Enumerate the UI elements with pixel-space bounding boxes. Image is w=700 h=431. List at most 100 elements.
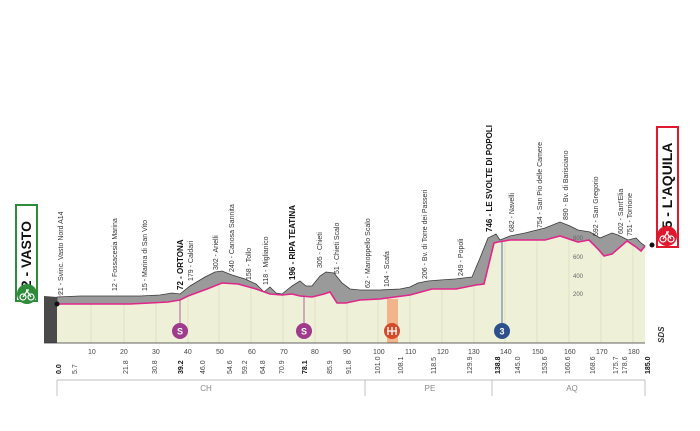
waypoint-label: 302 - Arielli	[213, 235, 220, 270]
route-markers: S S 3	[172, 242, 510, 339]
profile-road-line	[57, 235, 646, 305]
waypoint-label: 196 - RIPA TEATINA	[288, 205, 297, 280]
finish-label: 705 - L'AQUILA	[659, 143, 675, 244]
km-distance-row: 0.0 5.7 21.8 30.8 39.2 46.0 54.6 59.2 64…	[56, 356, 652, 374]
waypoint-label: 682 - Navelli	[509, 193, 516, 232]
profile-panel	[44, 221, 646, 343]
km-label: 5.7	[72, 364, 79, 374]
waypoint-label: 240 - Canosa Sannita	[229, 204, 236, 272]
km-ten: 110	[405, 349, 416, 356]
km-label: 175.7	[613, 356, 620, 374]
waypoint-label: 15 - Marina di San Vito	[142, 220, 149, 291]
km-label: 0.0	[56, 364, 63, 374]
waypoint-label: 118 - Miglianico	[263, 236, 270, 285]
km-label: 21.8	[123, 360, 130, 374]
km-label: 118.5	[431, 357, 438, 374]
km-label: 129.9	[467, 356, 474, 374]
altitude-axis: 800 600 400 200	[573, 236, 584, 298]
km-ten: 50	[216, 349, 224, 356]
km-label: 145.0	[515, 356, 522, 374]
start-badge: 32 - VASTO	[15, 204, 38, 304]
km-ten: 20	[120, 349, 128, 356]
km-ten: 130	[468, 349, 480, 356]
km-label: 78.1	[302, 360, 309, 374]
km-label: 46.0	[200, 360, 207, 374]
altitude-tick: 200	[573, 292, 584, 298]
km-label: 91.8	[346, 360, 353, 374]
km-ten: 140	[500, 349, 512, 356]
waypoint-label: 751 - Torrione	[627, 193, 634, 236]
waypoint-label: 158 - Tollo	[246, 248, 253, 280]
start-cyclist-icon	[17, 284, 37, 304]
altitude-tick: 800	[573, 236, 584, 242]
waypoint-label: 890 - Bv. di Barisciano	[563, 150, 570, 220]
start-block	[44, 296, 57, 343]
km-ten: 10	[88, 349, 96, 356]
km-ten: 120	[437, 349, 449, 356]
altitude-tick: 400	[573, 274, 584, 280]
waypoint-label: 602 - Sant'Elia	[618, 189, 625, 234]
sprint-marker-icon	[172, 323, 188, 339]
waypoint-label: 746 - LE SVOLTE DI POPOLI	[485, 125, 494, 232]
start-label: 32 - VASTO	[18, 221, 34, 296]
km-ten: 180	[628, 349, 640, 356]
km-ten: 80	[311, 349, 319, 356]
km-label: 30.8	[152, 360, 159, 374]
profile-light-fill	[57, 236, 645, 343]
km-label: 160.6	[565, 356, 572, 374]
km-ten: 160	[564, 349, 576, 356]
region-label: PE	[425, 384, 436, 393]
waypoint-label: 104 - Scafa	[384, 251, 391, 287]
km-ten: 70	[280, 349, 288, 356]
km-ten: 60	[248, 349, 256, 356]
km-tens-row: 10 20 30 40 50 60 70 80 90 100 110 120 1…	[88, 349, 640, 356]
km-ten: 30	[152, 349, 160, 356]
sprint-marker-label: S	[301, 327, 307, 337]
region-label: AQ	[566, 384, 578, 393]
sprint-marker-label: S	[177, 327, 183, 337]
km-label: 178.6	[622, 356, 629, 374]
climb-category-label: 3	[499, 327, 504, 337]
altitude-tick: 600	[573, 255, 584, 261]
km-ten: 90	[343, 349, 351, 356]
waypoint-label: 754 - San Pio delle Camere	[537, 142, 544, 228]
sprint-marker-icon	[296, 323, 312, 339]
waypoint-label: 72 - ORTONA	[176, 239, 185, 290]
km-label: 108.1	[398, 356, 405, 374]
finish-cyclist-icon	[657, 226, 677, 246]
km-label: 168.6	[590, 356, 597, 374]
region-row	[56, 379, 646, 396]
waypoint-label: 249 - Popoli	[458, 238, 465, 276]
km-label: 64.8	[260, 360, 267, 374]
region-label: CH	[200, 384, 212, 393]
climb-marker-icon	[494, 323, 510, 339]
start-dot	[54, 301, 60, 307]
km-label: 59.2	[242, 360, 249, 374]
km-label: 185.0	[645, 356, 652, 374]
km-ten: 150	[532, 349, 544, 356]
profile-grid	[90, 238, 634, 343]
km-label: 54.6	[227, 360, 234, 374]
waypoint-label: 12 - Fossacesia Marina	[112, 218, 119, 291]
finish-badge: 705 - L'AQUILA	[649, 126, 679, 248]
waypoint-label: 305 - Chieti	[317, 232, 324, 268]
waypoint-label: 51 - Chieti Scalo	[334, 223, 341, 274]
sponsor-logo: SDS	[657, 326, 666, 343]
km-ten: 100	[373, 349, 385, 356]
km-label: 138.8	[495, 356, 502, 374]
waypoint-label: 206 - Bv. di Torre dei Passeri	[422, 189, 429, 279]
km-label: 101.0	[375, 356, 382, 374]
km-label: 39.2	[178, 360, 185, 374]
waypoint-label: 592 - San Gregorio	[593, 176, 600, 236]
waypoint-label: 179 - Caldari	[188, 240, 195, 281]
km-label: 70.9	[279, 360, 286, 374]
waypoint-label: 21 - Svinc. Vasto Nord A14	[58, 211, 65, 295]
km-label: 85.9	[327, 360, 334, 374]
km-ten: 170	[596, 349, 608, 356]
km-label: 153.6	[542, 356, 549, 374]
km-ten: 40	[184, 349, 192, 356]
waypoint-label: 62 - Manoppello Scalo	[365, 218, 372, 288]
feed-zone-band	[387, 299, 398, 343]
waypoint-labels: 21 - Svinc. Vasto Nord A14 12 - Fossaces…	[58, 125, 634, 297]
